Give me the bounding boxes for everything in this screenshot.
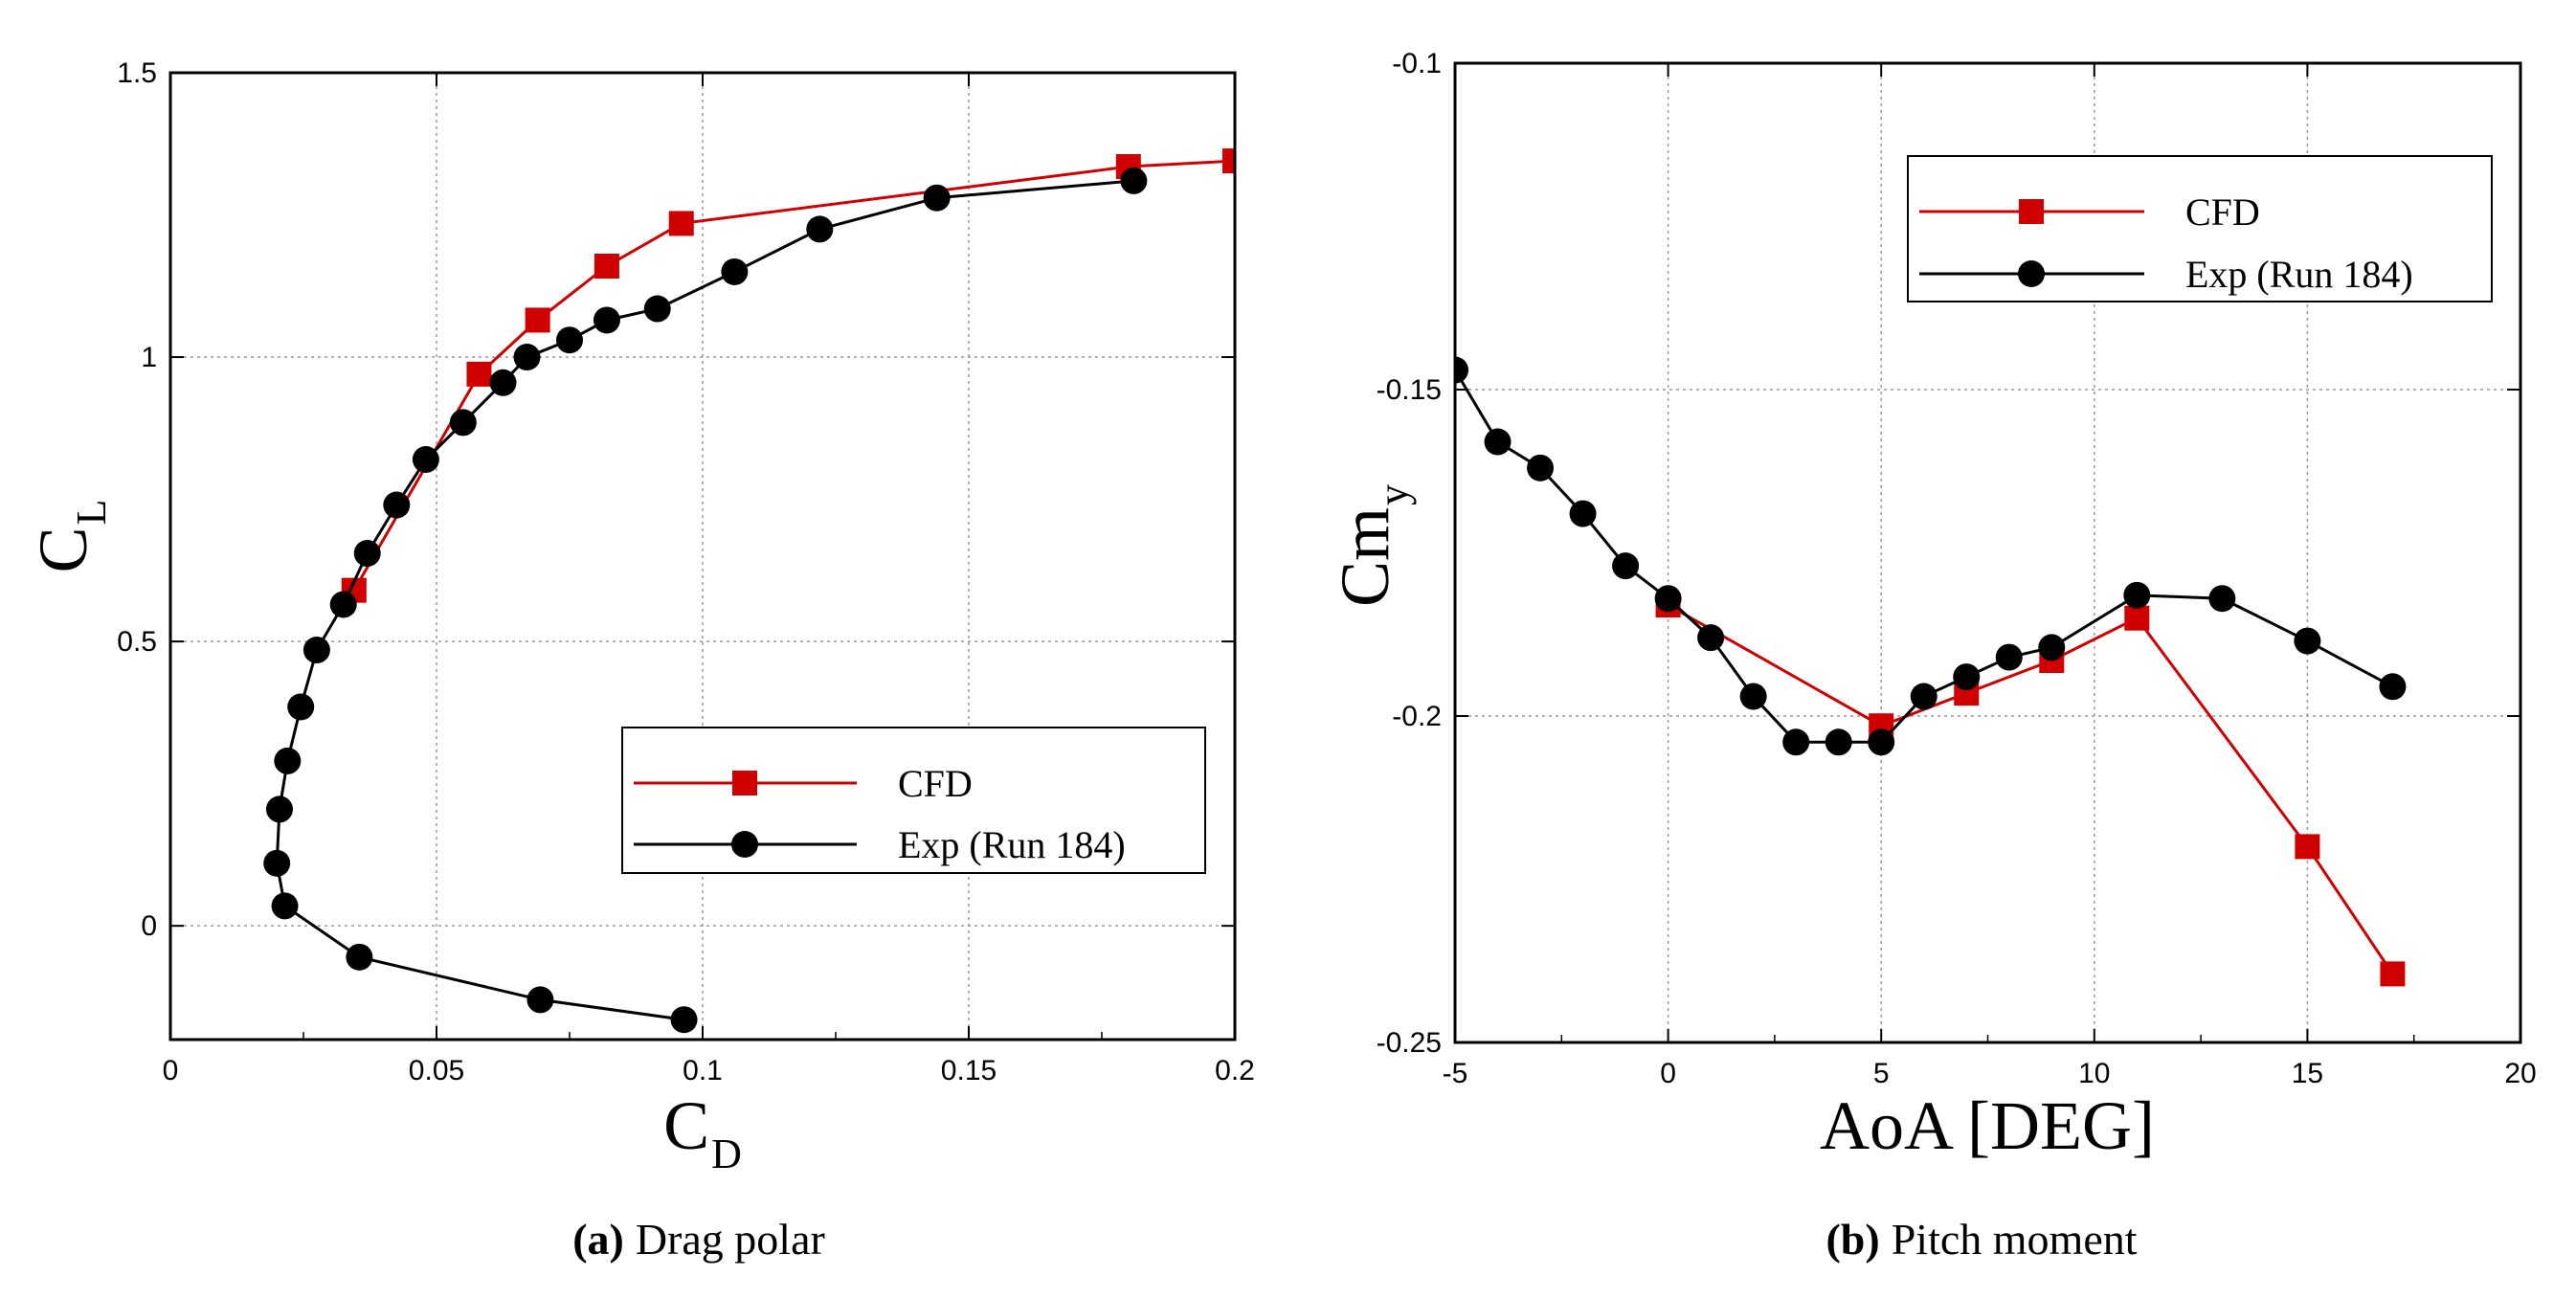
chart-b-x-tick-label: 0	[1660, 1058, 1676, 1089]
chart-a-ticks: 0 0.05 0.1 0.15 0.2 0 0.5 1 1.5	[117, 57, 1255, 1086]
chart-a-y-tick-label: 0.5	[117, 626, 157, 658]
chart-b-series	[1455, 356, 2407, 987]
chart-b-x-tick-label: 20	[2504, 1058, 2536, 1089]
chart-b-exp-point	[1654, 585, 1682, 613]
chart-b-cfd-point	[2124, 605, 2150, 631]
chart-a-y-tick-label: 0	[141, 910, 157, 942]
chart-a-legend-box	[621, 727, 1206, 874]
chart-b-y-tick-label: -0.15	[1377, 374, 1442, 406]
chart-a-exp-point	[274, 747, 302, 774]
chart-a-legend: CFD Exp (Run 184)	[621, 727, 1206, 874]
chart-b-exp-point	[1612, 552, 1640, 580]
chart-a-y-tick-label: 1	[141, 342, 157, 373]
chart-a-plot-frame	[168, 71, 1237, 1041]
chart-a-exp-point	[721, 258, 749, 285]
chart-b-exp-point	[1739, 683, 1767, 710]
chart-b-x-tick-label: -5	[1443, 1058, 1468, 1089]
chart-b: -5 0 5 10 15 20 -0.25 -0.2 -0.15 -0.1 Cmy AoA [DE…	[1327, 48, 2537, 1264]
chart-a-exp-point	[383, 491, 411, 519]
chart-a-cfd-point	[525, 307, 550, 333]
chart-a-x-tick-label: 0	[163, 1055, 179, 1086]
chart-b-exp-point	[2379, 673, 2407, 701]
chart-b-ticks: -5 0 5 10 15 20 -0.25 -0.2 -0.15 -0.1	[1377, 48, 2537, 1089]
chart-a-x-tick-label: 0.15	[941, 1055, 997, 1086]
chart-a-exp-point	[593, 306, 620, 334]
chart-b-cfd-line	[1667, 603, 2394, 975]
chart-b-caption: (b) Pitch moment	[1826, 1215, 2137, 1264]
chart-b-legend-cfd-label: CFD	[2185, 190, 2260, 234]
chart-a-cfd-point	[594, 254, 619, 279]
chart-b-exp-point	[2294, 627, 2321, 655]
chart-b-y-tick-label: -0.25	[1377, 1027, 1442, 1059]
chart-b-exp-point	[2208, 585, 2236, 613]
chart-a-exp-point	[556, 326, 583, 354]
chart-b-legend-box	[1907, 155, 2493, 302]
chart-b-exp-point	[1825, 728, 1852, 756]
chart-b-exp-point	[2123, 581, 2151, 609]
chart-a-cfd-point	[668, 211, 694, 236]
chart-a-cfd-point	[1222, 148, 1235, 174]
chart-a-grid	[170, 73, 1235, 1040]
chart-b-exp-point	[1484, 428, 1512, 456]
chart-b-legend-exp-marker	[2018, 260, 2045, 287]
chart-b-y-tick-label: -0.2	[1392, 701, 1442, 732]
chart-a-x-tick-label: 0.2	[1215, 1055, 1255, 1086]
chart-a-exp-line	[275, 179, 1134, 1021]
chart-b-exp-point	[1782, 728, 1810, 756]
chart-a-exp-point	[353, 540, 381, 568]
chart-a-cfd-point	[466, 361, 492, 387]
chart-b-plot-frame	[1453, 61, 2522, 1044]
chart-b-exp-point	[1910, 683, 1938, 710]
chart-a-exp-point	[271, 892, 299, 920]
chart-b-x-tick-label: 5	[1873, 1058, 1890, 1089]
chart-b-exp-point	[1995, 643, 2023, 671]
chart-a-x-tick-label: 0.05	[409, 1055, 464, 1086]
chart-a-x-tick-label: 0.1	[683, 1055, 723, 1086]
chart-b-exp-point	[1697, 624, 1725, 652]
chart-b-y-tick-label: -0.1	[1392, 48, 1442, 79]
chart-b-cfd-point	[2380, 961, 2406, 987]
chart-a-exp-point	[265, 795, 293, 823]
chart-a-legend-cfd-marker	[732, 771, 757, 795]
chart-b-x-tick-label: 10	[2078, 1058, 2110, 1089]
chart-a-legend-exp-marker	[731, 831, 758, 858]
chart-a-exp-point	[329, 591, 357, 618]
chart-b-exp-point	[1953, 663, 1981, 691]
chart-a-exp-point	[806, 215, 834, 243]
chart-a-x-axis-label: CD	[663, 1087, 742, 1177]
chart-a-exp-point	[302, 637, 330, 664]
chart-a-y-tick-label: 1.5	[117, 57, 157, 89]
chart-a-legend-exp-label: Exp (Run 184)	[898, 823, 1126, 866]
chart-b-exp-point	[1569, 500, 1597, 527]
chart-b-x-tick-label: 15	[2292, 1058, 2323, 1089]
chart-b-x-axis-label: AoA [DEG]	[1820, 1087, 2155, 1164]
chart-a-caption: (a) Drag polar	[572, 1215, 825, 1264]
chart-a-exp-point	[412, 446, 439, 473]
chart-a-exp-point	[670, 1006, 698, 1034]
chart-a: 0 0.05 0.1 0.15 0.2 0 0.5 1 1.5 CL CD (a) Drag po…	[25, 57, 1255, 1264]
chart-a-exp-point	[923, 184, 951, 212]
chart-b-cfd-point	[2295, 834, 2320, 860]
chart-b-exp-point	[1455, 356, 1468, 384]
chart-b-exp-point	[1527, 454, 1555, 482]
chart-b-legend-exp-label: Exp (Run 184)	[2185, 253, 2413, 296]
chart-b-legend-cfd-marker	[2019, 199, 2044, 224]
chart-b-y-axis-label: Cmy	[1327, 484, 1417, 607]
chart-a-exp-point	[263, 849, 291, 877]
chart-a-exp-point	[513, 344, 541, 371]
chart-a-y-axis-label: CL	[25, 500, 115, 573]
chart-b-exp-point	[1868, 728, 1895, 756]
chart-a-series	[263, 148, 1235, 1034]
chart-a-legend-cfd-label: CFD	[898, 762, 973, 805]
chart-a-exp-point	[643, 295, 671, 323]
chart-a-exp-point	[287, 693, 315, 721]
chart-a-exp-point	[449, 409, 477, 437]
chart-b-exp-point	[2038, 634, 2066, 661]
chart-b-legend: CFD Exp (Run 184)	[1907, 155, 2493, 302]
chart-a-exp-point	[1120, 167, 1148, 194]
chart-a-exp-point	[526, 986, 554, 1014]
chart-a-exp-point	[346, 943, 373, 971]
chart-a-exp-point	[489, 369, 517, 396]
